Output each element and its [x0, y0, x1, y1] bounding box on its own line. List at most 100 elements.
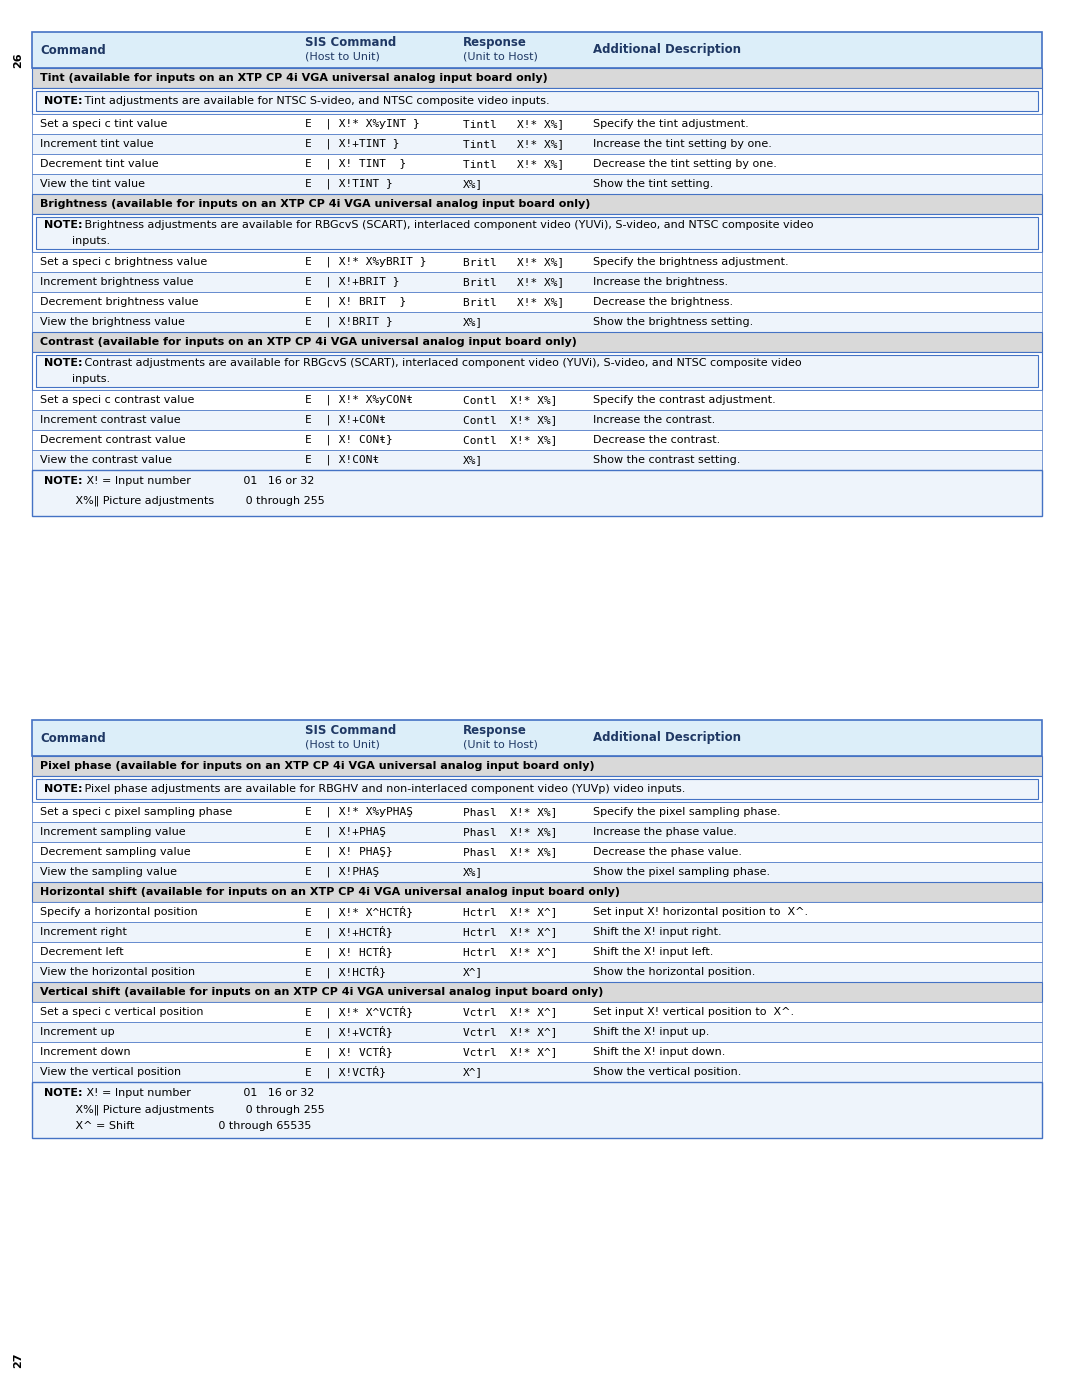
Bar: [32, 332, 1042, 352]
Text: Brightness (available for inputs on an XTP CP 4i VGA universal analog input boar: Brightness (available for inputs on an X…: [40, 198, 591, 210]
Text: View the vertical position: View the vertical position: [40, 1067, 181, 1077]
Text: E  | X!* X%ƴBRIT }: E | X!* X%ƴBRIT }: [305, 257, 427, 267]
Text: (Host to Unit): (Host to Unit): [305, 52, 380, 61]
Text: Increase the tint setting by one.: Increase the tint setting by one.: [593, 138, 772, 149]
Bar: [32, 251, 1042, 272]
Text: Show the pixel sampling phase.: Show the pixel sampling phase.: [593, 868, 770, 877]
Text: Pixel phase (available for inputs on an XTP CP 4i VGA universal analog input boa: Pixel phase (available for inputs on an …: [40, 761, 595, 771]
Text: Brightness adjustments are available for RBGcvS (SCART), interlaced component vi: Brightness adjustments are available for…: [75, 219, 813, 229]
Text: E  | X!TINT }: E | X!TINT }: [305, 179, 393, 189]
Text: Decrement brightness value: Decrement brightness value: [40, 298, 199, 307]
Bar: [32, 214, 1042, 251]
Text: E  | X!+HCTŔ}: E | X!+HCTŔ}: [305, 926, 393, 939]
Text: Decrease the brightness.: Decrease the brightness.: [593, 298, 733, 307]
Text: X%‖ Picture adjustments         0 through 255: X%‖ Picture adjustments 0 through 255: [44, 1105, 325, 1115]
Text: Shift the X! input left.: Shift the X! input left.: [593, 947, 714, 957]
Bar: [32, 1023, 1042, 1042]
Bar: [32, 272, 1042, 292]
Text: Response: Response: [463, 724, 527, 736]
Text: View the contrast value: View the contrast value: [40, 455, 172, 465]
Text: Set a speci c brightness value: Set a speci c brightness value: [40, 257, 207, 267]
Text: Contrast adjustments are available for RBGcvS (SCART), interlaced component vide: Contrast adjustments are available for R…: [75, 358, 801, 367]
Text: Show the horizontal position.: Show the horizontal position.: [593, 967, 755, 977]
Text: X%]: X%]: [463, 179, 483, 189]
Text: Vertical shift (available for inputs on an XTP CP 4i VGA universal analog input : Vertical shift (available for inputs on …: [40, 988, 604, 997]
Text: Set input X! horizontal position to  X^.: Set input X! horizontal position to X^.: [593, 907, 808, 916]
Text: E  | X! PHAŞ}: E | X! PHAŞ}: [305, 847, 393, 858]
Text: Contrast (available for inputs on an XTP CP 4i VGA universal analog input board : Contrast (available for inputs on an XTP…: [40, 337, 577, 346]
Text: E  | X!HCTŔ}: E | X!HCTŔ}: [305, 965, 386, 978]
Text: NOTE:: NOTE:: [44, 358, 82, 367]
Bar: [36, 355, 1038, 387]
Text: View the brightness value: View the brightness value: [40, 317, 185, 327]
Text: Tint adjustments are available for NTSC S-video, and NTSC composite video inputs: Tint adjustments are available for NTSC …: [75, 96, 550, 106]
Text: Specify the brightness adjustment.: Specify the brightness adjustment.: [593, 257, 788, 267]
Text: Vctrl  X!* X^]: Vctrl X!* X^]: [463, 1007, 557, 1017]
Text: Vctrl  X!* X^]: Vctrl X!* X^]: [463, 1027, 557, 1037]
Text: X%]: X%]: [463, 455, 483, 465]
Text: Set a speci c vertical position: Set a speci c vertical position: [40, 1007, 203, 1017]
Text: Britl   X!* X%]: Britl X!* X%]: [463, 298, 564, 307]
Text: E  | X! VCTŔ}: E | X! VCTŔ}: [305, 1046, 393, 1059]
Bar: [32, 882, 1042, 902]
Text: Phasl  X!* X%]: Phasl X!* X%]: [463, 807, 557, 817]
Text: Show the vertical position.: Show the vertical position.: [593, 1067, 741, 1077]
Text: Horizontal shift (available for inputs on an XTP CP 4i VGA universal analog inpu: Horizontal shift (available for inputs o…: [40, 887, 620, 897]
Bar: [32, 469, 1042, 515]
Text: E  | X!+TINT }: E | X!+TINT }: [305, 138, 400, 149]
Text: Increase the brightness.: Increase the brightness.: [593, 277, 728, 286]
Bar: [36, 91, 1038, 110]
Text: E  | X!* X%ƴINT }: E | X!* X%ƴINT }: [305, 119, 420, 130]
Text: View the tint value: View the tint value: [40, 179, 145, 189]
Text: Show the contrast setting.: Show the contrast setting.: [593, 455, 741, 465]
Text: Hctrl  X!* X^]: Hctrl X!* X^]: [463, 947, 557, 957]
Text: X^]: X^]: [463, 967, 483, 977]
Bar: [32, 775, 1042, 802]
Bar: [32, 450, 1042, 469]
Text: Set a speci c pixel sampling phase: Set a speci c pixel sampling phase: [40, 807, 232, 817]
Bar: [32, 88, 1042, 115]
Text: Tintl   X!* X%]: Tintl X!* X%]: [463, 119, 564, 129]
Bar: [32, 982, 1042, 1002]
Text: Increment sampling value: Increment sampling value: [40, 827, 186, 837]
Text: Contl  X!* X%]: Contl X!* X%]: [463, 434, 557, 446]
Text: E  | X!* X%ƴCONŧ: E | X!* X%ƴCONŧ: [305, 395, 413, 405]
Text: Shift the X! input right.: Shift the X! input right.: [593, 928, 721, 937]
Text: E  | X! CONŧ}: E | X! CONŧ}: [305, 434, 393, 446]
Text: Show the tint setting.: Show the tint setting.: [593, 179, 714, 189]
Text: Increment up: Increment up: [40, 1027, 114, 1037]
Text: E  | X! TINT  }: E | X! TINT }: [305, 159, 406, 169]
Text: Specify the contrast adjustment.: Specify the contrast adjustment.: [593, 395, 775, 405]
Text: Increase the contrast.: Increase the contrast.: [593, 415, 715, 425]
Bar: [32, 963, 1042, 982]
Text: Increment right: Increment right: [40, 928, 126, 937]
Text: Specify a horizontal position: Specify a horizontal position: [40, 907, 198, 916]
Bar: [32, 1083, 1042, 1139]
Bar: [32, 175, 1042, 194]
Text: SIS Command: SIS Command: [305, 35, 396, 49]
Text: Tintl   X!* X%]: Tintl X!* X%]: [463, 138, 564, 149]
Bar: [32, 194, 1042, 214]
Text: E  | X!* X%ƴPHAŞ: E | X!* X%ƴPHAŞ: [305, 806, 413, 817]
Text: E  | X! HCTŔ}: E | X! HCTŔ}: [305, 946, 393, 958]
Text: X%]: X%]: [463, 868, 483, 877]
Bar: [32, 1062, 1042, 1083]
Bar: [32, 1042, 1042, 1062]
Text: Set a speci c contrast value: Set a speci c contrast value: [40, 395, 194, 405]
Text: Increase the phase value.: Increase the phase value.: [593, 827, 737, 837]
Text: Vctrl  X!* X^]: Vctrl X!* X^]: [463, 1046, 557, 1058]
Text: Increment brightness value: Increment brightness value: [40, 277, 193, 286]
Text: Britl   X!* X%]: Britl X!* X%]: [463, 257, 564, 267]
Text: inputs.: inputs.: [44, 373, 110, 384]
Bar: [32, 842, 1042, 862]
Text: X^ = Shift                        0 through 65535: X^ = Shift 0 through 65535: [44, 1122, 311, 1132]
Text: NOTE:: NOTE:: [44, 96, 82, 106]
Text: NOTE:: NOTE:: [44, 784, 82, 793]
Bar: [32, 352, 1042, 390]
Text: Specify the pixel sampling phase.: Specify the pixel sampling phase.: [593, 807, 781, 817]
Text: (Host to Unit): (Host to Unit): [305, 739, 380, 749]
Text: Additional Description: Additional Description: [593, 732, 741, 745]
Text: Shift the X! input up.: Shift the X! input up.: [593, 1027, 710, 1037]
Text: E  | X!+VCTŔ}: E | X!+VCTŔ}: [305, 1025, 393, 1038]
Text: Decrement contrast value: Decrement contrast value: [40, 434, 186, 446]
